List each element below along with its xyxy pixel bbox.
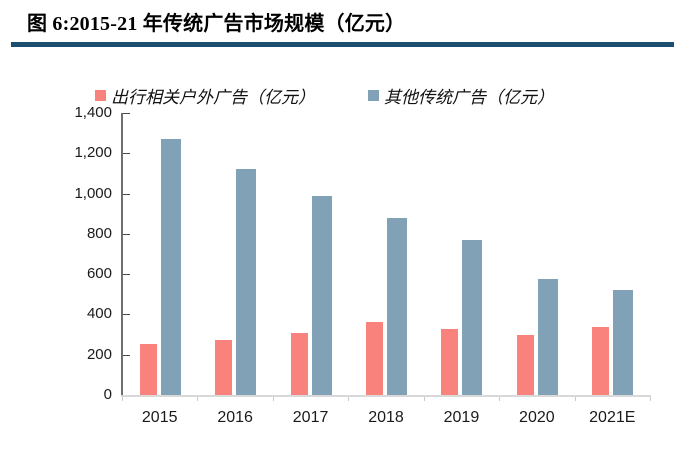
chart-legend: 出行相关户外广告（亿元） 其他传统广告（亿元） [0,83,683,108]
y-axis-tick-label: 800 [86,224,112,242]
x-axis-tick-label: 2019 [443,409,480,426]
bar-travel-outdoor-2018 [366,322,383,395]
x-axis-boundary-tick [122,397,123,401]
x-axis-line [121,395,651,397]
x-axis-tick-label: 2021E [589,409,636,426]
y-axis-tick-mark [123,113,130,114]
legend-swatch-travel-outdoor-ads [95,90,106,101]
bar-other-traditional-2020 [538,279,558,395]
y-axis-tick-label: 600 [86,265,112,283]
x-axis-boundary-tick [348,397,349,401]
x-axis-tick-label: 2018 [368,409,404,426]
bar-other-traditional-2018 [387,218,407,395]
figure-title: 图 6:2015-21 年传统广告市场规模（亿元） [27,13,406,35]
y-axis-tick-label: 400 [86,305,112,323]
y-axis-tick-label: 1,200 [74,144,112,162]
y-axis-tick-label: 0 [103,386,112,403]
bar-travel-outdoor-2015 [140,344,157,395]
legend-swatch-other-traditional-ads [368,90,379,101]
bar-travel-outdoor-2016 [215,340,232,395]
bar-other-traditional-2017 [312,196,332,395]
y-axis-tick-mark [123,153,130,154]
legend-item-travel-outdoor-ads: 出行相关户外广告（亿元） [95,83,315,108]
y-axis-tick-label: 1,400 [74,104,112,121]
bar-travel-outdoor-2020 [517,335,534,395]
x-axis-tick-label: 2015 [141,409,178,426]
y-axis-tick-mark [123,194,130,195]
x-axis-boundary-tick [650,397,651,401]
bar-other-traditional-2016 [236,169,256,395]
y-axis-tick-label: 1,000 [74,184,112,202]
bar-travel-outdoor-2019 [441,329,458,395]
legend-label-other-traditional-ads: 其他传统广告（亿元） [384,88,554,108]
x-axis-boundary-tick [197,397,198,401]
y-axis-line [121,113,123,396]
y-axis-tick-mark [123,314,130,315]
bar-travel-outdoor-2021E [592,327,609,395]
y-axis-tick-label: 200 [86,345,112,363]
legend-item-other-traditional-ads: 其他传统广告（亿元） [368,83,554,108]
y-axis-tick-mark [123,355,130,356]
x-axis-tick-label: 2016 [217,409,253,426]
y-axis-tick-mark [123,234,130,235]
title-divider-rule [11,42,674,47]
bar-travel-outdoor-2017 [291,333,308,395]
x-axis-tick-label: 2017 [292,409,329,426]
bar-other-traditional-2019 [462,240,482,395]
bar-other-traditional-2015 [161,139,181,395]
bar-other-traditional-2021E [613,290,633,395]
x-axis-tick-label: 2020 [519,409,555,426]
x-axis-boundary-tick [273,397,274,401]
x-axis-boundary-tick [424,397,425,401]
y-axis-tick-mark [123,274,130,275]
plot-area [121,113,651,401]
legend-label-travel-outdoor-ads: 出行相关户外广告（亿元） [111,88,315,108]
x-axis-boundary-tick [499,397,500,401]
x-axis-boundary-tick [575,397,576,401]
